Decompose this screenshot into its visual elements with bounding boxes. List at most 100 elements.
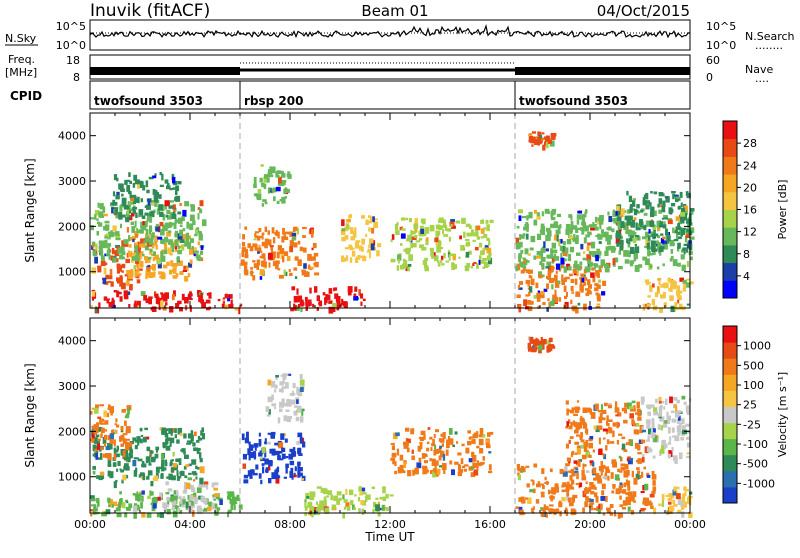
colorbar-tick-label: 24 [743,159,757,172]
scatter-cell [134,444,138,450]
scatter-cell [675,290,681,296]
scatter-cell [481,434,486,438]
scatter-cell [116,279,122,284]
scatter-cell [644,203,648,206]
scatter-cell [178,458,182,465]
scatter-cell [547,140,552,144]
scatter-cell [244,437,249,444]
scatter-cell [335,296,341,303]
scatter-cell [423,434,426,440]
scatter-cell [114,231,120,236]
scatter-cell [165,302,168,306]
scatter-cell [468,250,472,255]
scatter-cell [669,493,674,496]
scatter-cell [450,224,453,228]
scatter-cell [291,390,294,397]
scatter-cell [132,207,137,210]
freq-right-tick-bottom: 0 [706,71,713,84]
scatter-cell [527,253,531,256]
scatter-cell [109,268,113,276]
scatter-cell [136,279,141,284]
scatter-cell [402,258,406,262]
scatter-cell [402,263,407,269]
scatter-cell [275,474,280,479]
scatter-cell [98,211,104,218]
scatter-cell [328,288,333,294]
scatter-cell [574,494,578,499]
scatter-cell [632,237,637,244]
scatter-cell [682,279,687,285]
scatter-cell [151,232,155,238]
noise-right-label-marker: ........ [755,39,783,52]
scatter-cell [108,253,111,260]
scatter-cell [136,266,140,272]
scatter-cell [205,299,211,304]
scatter-cell [540,248,546,253]
scatter-cell [169,200,175,203]
scatter-cell [134,231,139,236]
scatter-cell [348,489,354,496]
scatter-cell [414,234,418,239]
scatter-cell [125,413,130,419]
scatter-cell [242,234,245,240]
scatter-cell [486,255,491,261]
scatter-cell [613,217,618,224]
scatter-cell [563,285,567,292]
scatter-cell [612,430,615,438]
scatter-cell [405,427,410,432]
scatter-cell [98,249,103,252]
scatter-cell [109,406,114,413]
scatter-cell [630,248,634,251]
scatter-cell [529,286,533,293]
scatter-cell [528,139,532,143]
scatter-cell [431,462,436,466]
scatter-cell [179,239,185,243]
scatter-cell [596,303,601,306]
scatter-cell [268,465,271,471]
scatter-cell [172,463,177,468]
scatter-cell [667,415,671,421]
scatter-cell [297,304,300,308]
data-blob [290,286,366,314]
scatter-cell [203,481,209,485]
scatter-cell [284,251,289,256]
scatter-cell [607,245,613,251]
scatter-cell [279,274,284,279]
scatter-cell [418,457,422,463]
scatter-cell [650,211,655,218]
scatter-cell [100,422,106,425]
scatter-cell [102,206,106,213]
scatter-cell [440,438,445,443]
scatter-cell [662,420,668,428]
scatter-cell [652,486,657,492]
scatter-cell [294,466,297,472]
scatter-cell [526,215,529,221]
scatter-cell [149,211,154,217]
scatter-cell [140,434,144,437]
scatter-cell [189,494,194,501]
scatter-cell [526,229,529,233]
scatter-cell [92,466,96,470]
scatter-cell [279,199,282,202]
scatter-cell [116,263,121,270]
scatter-cell [405,217,409,221]
scatter-cell [686,282,690,288]
scatter-cell [545,234,549,242]
scatter-cell [90,305,93,309]
scatter-cell [459,235,462,240]
scatter-cell [464,464,469,467]
scatter-cell [443,234,449,237]
scatter-cell [660,233,664,236]
scatter-cell [395,230,400,236]
scatter-cell [540,227,544,235]
scatter-cell [433,434,436,438]
scatter-cell [547,340,551,345]
scatter-cell [368,227,371,232]
scatter-cell [132,437,137,441]
data-blob [90,199,207,264]
scatter-cell [105,224,110,231]
scatter-cell [272,237,276,244]
scatter-cell [688,243,693,251]
scatter-cell [593,226,599,231]
scatter-cell [547,230,552,237]
